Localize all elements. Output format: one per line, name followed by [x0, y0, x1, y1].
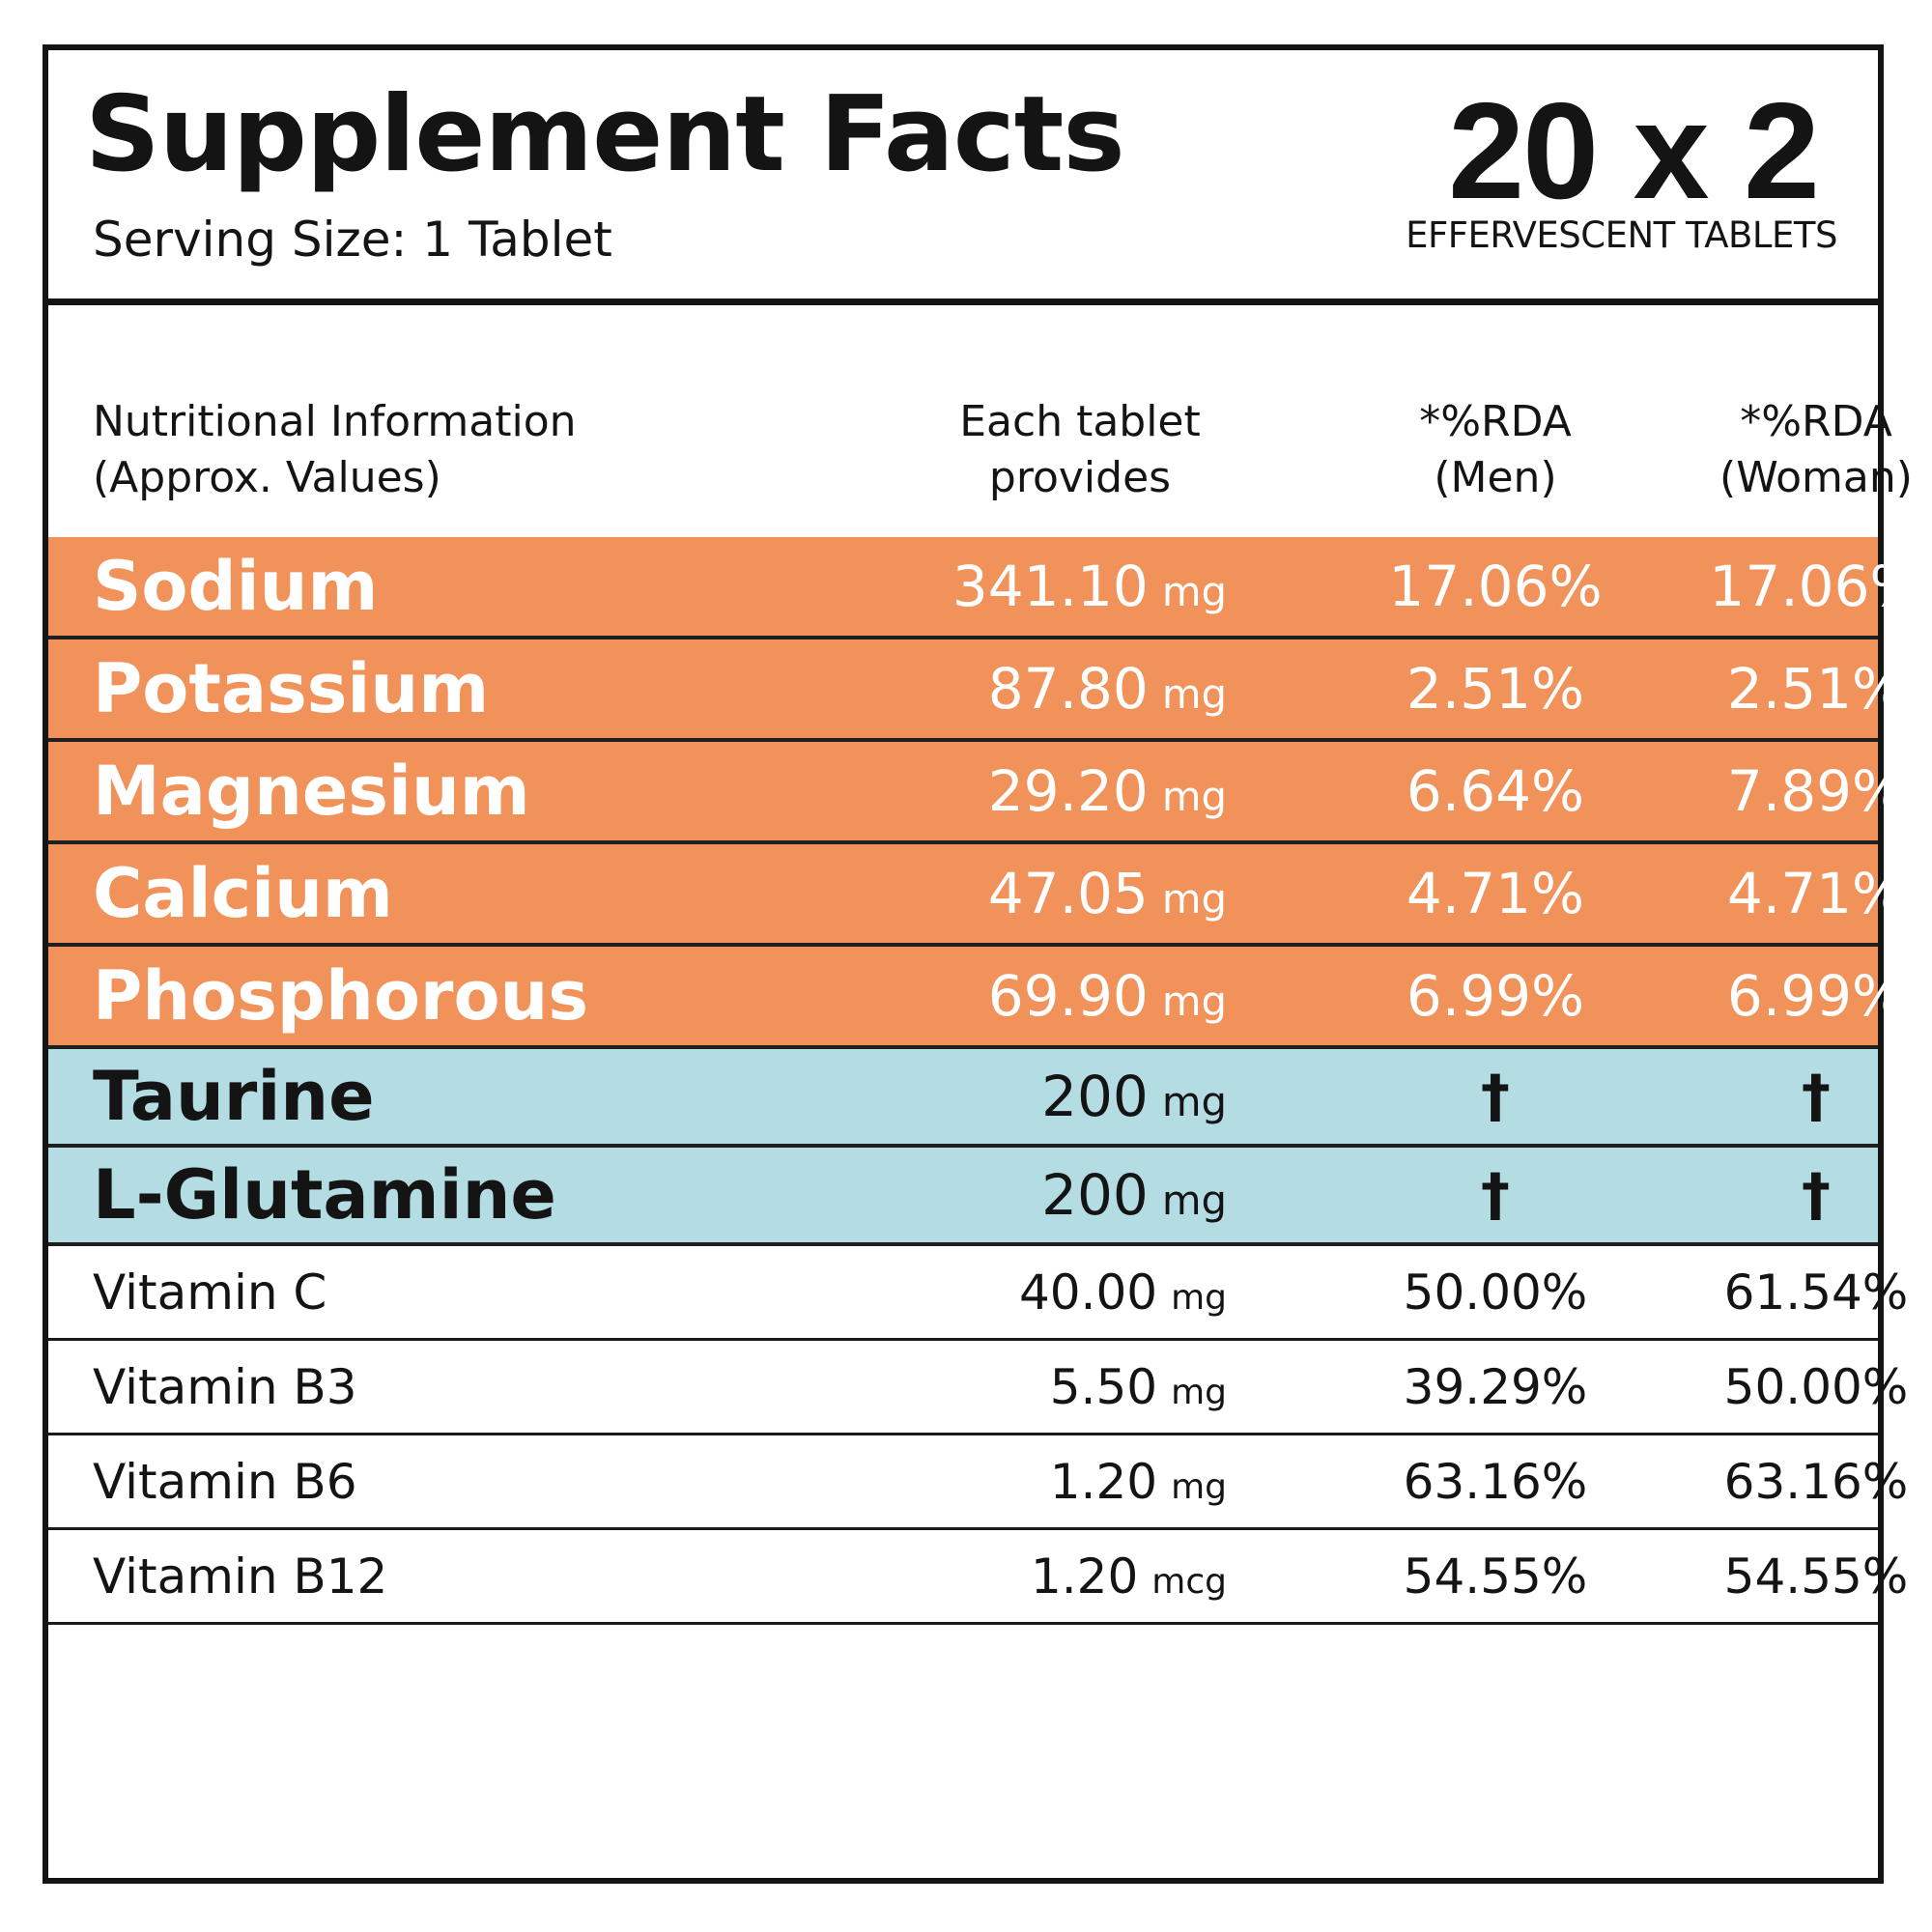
- rda-men-value: 39.29%: [1403, 1358, 1588, 1415]
- column-header-rda-woman: *%RDA (Woman): [1642, 394, 1932, 506]
- amount-value: 69.90: [987, 963, 1149, 1029]
- column-header-line: (Woman): [1719, 453, 1913, 502]
- table-row: Vitamin B12 1.20 mcg 54.55% 54.55%: [48, 1530, 1908, 1625]
- column-header-line: provides: [988, 453, 1172, 502]
- column-headers: Nutritional Information (Approx. Values)…: [48, 305, 1913, 543]
- rda-woman-value: †: [1802, 1161, 1831, 1229]
- amount-value: 40.00: [1018, 1264, 1158, 1321]
- amount-value: 5.50: [1049, 1358, 1158, 1415]
- amount-value: 47.05: [987, 861, 1149, 926]
- nutrient-amount: 69.90 mg: [705, 963, 1227, 1029]
- column-header-line: (Approx. Values): [93, 453, 441, 502]
- amount-unit: mg: [1171, 1372, 1227, 1412]
- rda-woman-value: 4.71%: [1726, 861, 1906, 926]
- amount-unit: mcg: [1151, 1561, 1227, 1602]
- column-header-line: *%RDA: [1740, 397, 1892, 446]
- nutrient-name: L-Glutamine: [93, 1155, 556, 1235]
- column-header-line: (Men): [1434, 453, 1557, 502]
- column-header-nutrient: Nutritional Information (Approx. Values): [93, 394, 577, 506]
- table-row: Magnesium 29.20 mg 6.64% 7.89%: [48, 742, 1905, 844]
- column-header-each-tablet: Each tablet provides: [916, 394, 1244, 506]
- nutrient-amount: 40.00 mg: [705, 1264, 1227, 1321]
- nutrient-amount: 29.20 mg: [705, 758, 1227, 824]
- table-row: Vitamin B3 5.50 mg 39.29% 50.00%: [48, 1341, 1908, 1435]
- amount-value: 87.80: [987, 656, 1149, 722]
- rda-woman-value: 17.06%: [1709, 554, 1923, 619]
- nutrient-amount: 5.50 mg: [705, 1359, 1227, 1415]
- nutrient-amount: 200 mg: [705, 1064, 1227, 1129]
- amount-value: 200: [1041, 1064, 1149, 1129]
- serving-size: Serving Size: 1 Tablet: [93, 212, 612, 268]
- amount-unit: mg: [1171, 1277, 1227, 1318]
- table-row: Vitamin C 40.00 mg 50.00% 61.54%: [48, 1246, 1908, 1341]
- rda-woman-value: 50.00%: [1723, 1358, 1909, 1415]
- nutrient-amount: 87.80 mg: [705, 656, 1227, 722]
- table-row: Sodium 341.10 mg 17.06% 17.06%: [48, 537, 1923, 639]
- column-header-rda-men: *%RDA (Men): [1321, 394, 1669, 506]
- rda-men-value: 50.00%: [1403, 1264, 1588, 1321]
- nutrient-amount: 47.05 mg: [705, 861, 1227, 926]
- amount-unit: mg: [1161, 773, 1227, 820]
- rda-men-value: 6.99%: [1406, 963, 1585, 1029]
- table-row: Vitamin B6 1.20 mg 63.16% 63.16%: [48, 1435, 1908, 1530]
- nutrient-name: Vitamin B12: [93, 1548, 388, 1605]
- label-header: Supplement Facts Serving Size: 1 Tablet …: [48, 50, 1878, 305]
- table-row: L-Glutamine 200 mg † †: [48, 1148, 1878, 1246]
- rda-men-value: †: [1481, 1063, 1510, 1130]
- rda-woman-value: 61.54%: [1723, 1264, 1909, 1321]
- nutrient-name: Calcium: [93, 854, 393, 933]
- nutrient-name: Magnesium: [93, 752, 530, 831]
- table-row: Phosphorous 69.90 mg 6.99% 6.99%: [48, 947, 1905, 1049]
- nutrient-name: Taurine: [93, 1057, 375, 1136]
- nutrient-table: Sodium 341.10 mg 17.06% 17.06% Potassium 87.80…: [48, 537, 1923, 1884]
- supplement-facts-label: Supplement Facts Serving Size: 1 Tablet …: [43, 44, 1923, 1884]
- table-row: Calcium 47.05 mg 4.71% 4.71%: [48, 844, 1905, 947]
- amount-unit: mg: [1161, 1177, 1227, 1224]
- amount-value: 29.20: [987, 758, 1149, 824]
- rda-men-value: 6.64%: [1406, 758, 1585, 824]
- amount-unit: mg: [1171, 1466, 1227, 1507]
- table-row: Taurine 200 mg † †: [48, 1049, 1878, 1148]
- rda-men-value: 17.06%: [1388, 554, 1603, 619]
- nutrient-name: Vitamin B3: [93, 1358, 357, 1415]
- column-header-line: Each tablet: [959, 397, 1201, 446]
- nutrient-amount: 1.20 mcg: [705, 1548, 1227, 1605]
- rda-woman-value: 54.55%: [1723, 1548, 1909, 1605]
- nutrient-name: Potassium: [93, 649, 490, 728]
- nutrient-amount: 341.10 mg: [705, 554, 1227, 619]
- nutrient-name: Phosphorous: [93, 956, 589, 1036]
- nutrient-name: Vitamin C: [93, 1264, 327, 1321]
- column-header-line: Nutritional Information: [93, 397, 577, 446]
- amount-unit: mg: [1161, 978, 1227, 1025]
- label-title: Supplement Facts: [85, 74, 1125, 195]
- rda-men-value: 4.71%: [1406, 861, 1585, 926]
- tablet-count-subtitle: EFFERVESCENT TABLETS: [1406, 214, 1837, 256]
- nutrient-name: Vitamin B6: [93, 1453, 357, 1510]
- amount-unit: mg: [1161, 670, 1227, 718]
- amount-unit: mg: [1161, 568, 1227, 615]
- amount-value: 200: [1041, 1162, 1149, 1228]
- nutrient-amount: 1.20 mg: [705, 1454, 1227, 1510]
- rda-woman-value: 7.89%: [1726, 758, 1906, 824]
- amount-unit: mg: [1161, 875, 1227, 923]
- amount-value: 1.20: [1049, 1453, 1158, 1510]
- rda-men-value: †: [1481, 1161, 1510, 1229]
- amount-value: 341.10: [952, 554, 1149, 619]
- table-row: Potassium 87.80 mg 2.51% 2.51%: [48, 639, 1905, 742]
- rda-woman-value: †: [1802, 1063, 1831, 1130]
- nutrient-amount: 200 mg: [705, 1162, 1227, 1228]
- rda-woman-value: 2.51%: [1726, 656, 1906, 722]
- rda-men-value: 2.51%: [1406, 656, 1585, 722]
- rda-woman-value: 6.99%: [1726, 963, 1906, 1029]
- column-header-line: *%RDA: [1419, 397, 1572, 446]
- amount-value: 1.20: [1030, 1548, 1139, 1605]
- rda-men-value: 54.55%: [1403, 1548, 1588, 1605]
- rda-woman-value: 63.16%: [1723, 1453, 1909, 1510]
- amount-unit: mg: [1161, 1078, 1227, 1125]
- tablet-count: 20 x 2: [1448, 74, 1820, 228]
- rda-men-value: 63.16%: [1403, 1453, 1588, 1510]
- nutrient-name: Sodium: [93, 547, 379, 626]
